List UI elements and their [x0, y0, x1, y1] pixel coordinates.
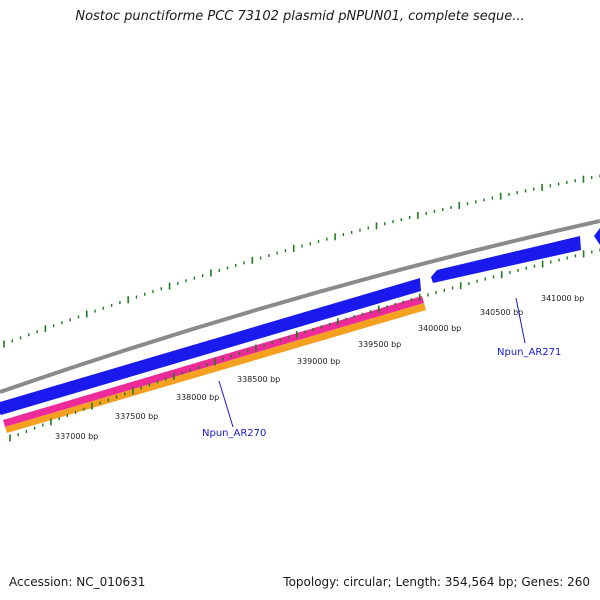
outer-tick-ring	[3, 174, 600, 348]
gene-label-connector-npun-ar270	[218, 380, 234, 428]
tick-label-341000: 341000 bp	[541, 294, 584, 303]
gene-label-npun-ar270[interactable]: Npun_AR270	[202, 428, 266, 439]
tick-label-337500: 337500 bp	[115, 412, 158, 421]
cds-arrow-npun-ar271[interactable]	[431, 236, 581, 283]
gene-label-npun-ar271[interactable]: Npun_AR271	[497, 347, 561, 358]
tick-label-339500: 339500 bp	[358, 340, 401, 349]
inner-tick-ring	[9, 248, 600, 442]
accession-text: Accession: NC_010631	[9, 575, 146, 589]
map-title: Nostoc punctiforme PCC 73102 plasmid pNP…	[75, 9, 525, 24]
position-labels: 337000 bp 337500 bp 338000 bp 338500 bp …	[55, 294, 584, 441]
tick-label-340500: 340500 bp	[480, 308, 523, 317]
tick-label-339000: 339000 bp	[297, 357, 340, 366]
tick-label-337000: 337000 bp	[55, 432, 98, 441]
tick-label-338500: 338500 bp	[237, 375, 280, 384]
tick-label-340000: 340000 bp	[418, 324, 461, 333]
cds-arrow-npun-ar270[interactable]	[0, 278, 421, 415]
cds-arrow-next[interactable]	[594, 228, 600, 245]
tick-label-338000: 338000 bp	[176, 393, 219, 402]
gene-band-orange[interactable]	[5, 303, 426, 433]
gene-band-pink[interactable]	[3, 296, 424, 427]
backbone-line	[0, 219, 600, 394]
gene-label-connector-npun-ar271	[515, 297, 526, 344]
topology-summary-text: Topology: circular; Length: 354,564 bp; …	[283, 575, 590, 589]
